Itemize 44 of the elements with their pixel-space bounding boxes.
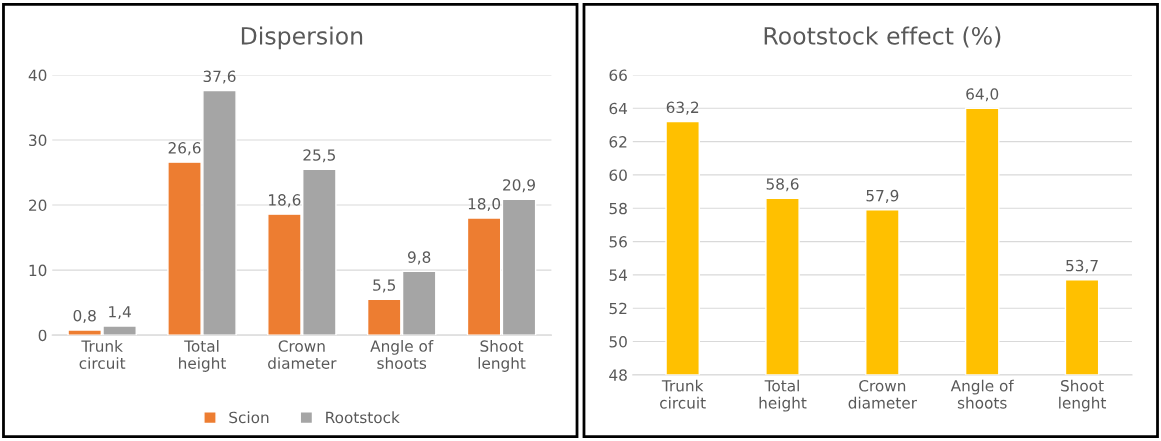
data-label: 18,0 (468, 198, 501, 212)
x-tick-label: Trunk circuit (660, 379, 706, 409)
data-label: 64,0 (966, 88, 999, 102)
y-tick-label: 56 (609, 236, 627, 248)
data-label: 0,8 (73, 309, 96, 323)
y-tick-label: 60 (609, 169, 627, 181)
data-label: 9,8 (407, 251, 431, 265)
x-tick-label: Crown diameter (268, 340, 337, 369)
x-tick-label: Angle of shoots (370, 340, 434, 369)
y-tick-label: 0 (38, 329, 47, 342)
x-tick-label: Trunk circuit (79, 340, 126, 369)
legend-label: Scion (229, 411, 269, 424)
y-tick-label: 52 (609, 302, 627, 315)
y-tick-label: 30 (29, 134, 47, 147)
chart-title: Rootstock effect (%) (764, 26, 1001, 48)
data-label: 26,6 (168, 142, 201, 156)
y-tick-label: 58 (609, 202, 627, 215)
x-tick-label: Shoot lenght (1059, 379, 1107, 412)
y-tick-label: 62 (609, 136, 627, 148)
data-label: 25,5 (303, 149, 336, 163)
data-label: 18,6 (269, 194, 301, 208)
x-tick-label: Total height (759, 379, 807, 412)
y-tick-label: 54 (609, 269, 628, 281)
x-tick-label: Total height (179, 340, 226, 372)
y-tick-label: 50 (609, 336, 627, 348)
data-label: 5,5 (373, 279, 396, 293)
y-tick-label: 64 (609, 102, 628, 115)
data-label: 53,7 (1066, 259, 1098, 273)
y-tick-label: 40 (28, 69, 47, 81)
y-tick-label: 20 (29, 199, 47, 212)
chart-title: Dispersion (241, 26, 363, 50)
y-tick-label: 48 (609, 369, 627, 381)
x-tick-label: Angle of shoots (950, 379, 1015, 409)
y-tick-label: 10 (29, 264, 47, 277)
legend-label: Rootstock (326, 411, 400, 424)
data-label: 58,6 (766, 178, 799, 192)
data-label: 37,6 (203, 70, 236, 84)
data-label: 1,4 (109, 306, 131, 320)
data-label: 63,2 (666, 101, 699, 115)
x-tick-label: Shoot lenght (478, 340, 526, 372)
data-label: 20,9 (503, 179, 535, 193)
data-label: 57,9 (866, 189, 899, 203)
x-tick-label: Crown diameter (848, 379, 917, 409)
y-tick-label: 66 (609, 69, 627, 81)
